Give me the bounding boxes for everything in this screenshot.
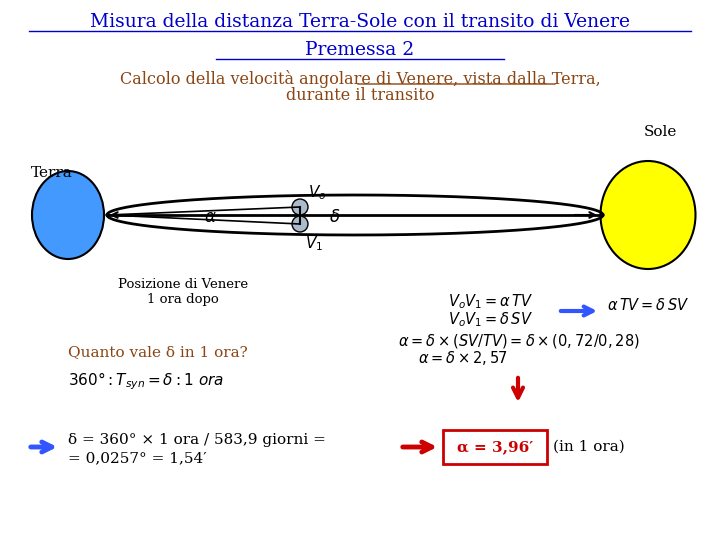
Text: Misura della distanza Terra-Sole con il transito di Venere: Misura della distanza Terra-Sole con il … (90, 13, 630, 31)
Ellipse shape (32, 171, 104, 259)
Text: $\alpha\, TV = \delta\, SV$: $\alpha\, TV = \delta\, SV$ (607, 297, 689, 313)
Text: δ = 360° × 1 ora / 583,9 giorni =: δ = 360° × 1 ora / 583,9 giorni = (68, 433, 326, 447)
Text: Sole: Sole (643, 125, 677, 139)
Text: $V_1$: $V_1$ (305, 235, 323, 253)
Text: Calcolo della velocità angolare di Venere, vista dalla Terra,: Calcolo della velocità angolare di Vener… (120, 70, 600, 88)
Text: $V_oV_1 = \delta\, SV$: $V_oV_1 = \delta\, SV$ (448, 310, 533, 329)
Text: $\delta$: $\delta$ (329, 210, 341, 226)
Text: $\alpha = \delta\times 2,57$: $\alpha = \delta\times 2,57$ (418, 349, 508, 367)
Text: Terra: Terra (31, 166, 73, 180)
FancyBboxPatch shape (443, 430, 547, 464)
Text: = 0,0257° = 1,54′: = 0,0257° = 1,54′ (68, 451, 207, 465)
Text: $\alpha$: $\alpha$ (204, 208, 216, 226)
Text: $V_o$: $V_o$ (308, 184, 326, 202)
Text: α = 3,96′: α = 3,96′ (457, 440, 533, 454)
Text: Posizione di Venere: Posizione di Venere (118, 279, 248, 292)
Text: $V_oV_1 = \alpha\, TV$: $V_oV_1 = \alpha\, TV$ (448, 293, 534, 312)
Text: 1 ora dopo: 1 ora dopo (147, 293, 219, 306)
Ellipse shape (600, 161, 696, 269)
Text: (in 1 ora): (in 1 ora) (553, 440, 625, 454)
Text: $360\degree : T_{syn} = \delta : 1\ ora$: $360\degree : T_{syn} = \delta : 1\ ora$ (68, 370, 224, 392)
Ellipse shape (292, 199, 308, 215)
Text: durante il transito: durante il transito (286, 87, 434, 105)
Text: $\alpha = \delta\times(SV/TV) = \delta\times(0,72/0,28)$: $\alpha = \delta\times(SV/TV) = \delta\t… (398, 332, 640, 350)
Text: Premessa 2: Premessa 2 (305, 41, 415, 59)
Ellipse shape (292, 216, 308, 232)
Text: Quanto vale δ in 1 ora?: Quanto vale δ in 1 ora? (68, 345, 248, 359)
